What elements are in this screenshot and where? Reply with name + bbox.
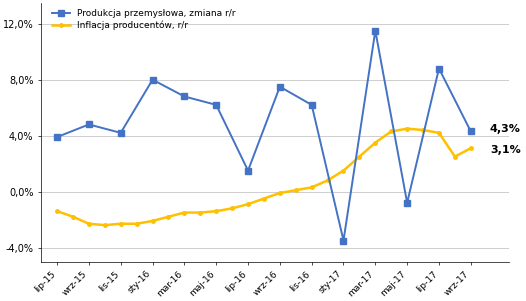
Inflacja producentów, r/r (388, 130, 394, 133)
Produkcja przemysłowa, zmiana r/r (181, 95, 188, 98)
Inflacja producentów, r/r (420, 128, 426, 132)
Inflacja producentów, r/r (149, 219, 156, 223)
Inflacja producentów, r/r (325, 178, 331, 182)
Inflacja producentów, r/r (404, 127, 410, 130)
Inflacja producentów, r/r (70, 215, 76, 219)
Inflacja producentów, r/r (372, 141, 379, 144)
Inflacja producentów, r/r (292, 188, 299, 192)
Produkcja przemysłowa, zmiana r/r (277, 85, 283, 88)
Inflacja producentów, r/r (118, 222, 124, 225)
Legend: Produkcja przemysłowa, zmiana r/r, Inflacja producentów, r/r: Produkcja przemysłowa, zmiana r/r, Infla… (50, 7, 238, 32)
Text: 4,3%: 4,3% (490, 124, 521, 134)
Produkcja przemysłowa, zmiana r/r (404, 201, 410, 205)
Line: Inflacja producentów, r/r: Inflacja producentów, r/r (55, 127, 472, 227)
Inflacja producentów, r/r (245, 202, 251, 206)
Produkcja przemysłowa, zmiana r/r (118, 131, 124, 135)
Text: 3,1%: 3,1% (490, 144, 521, 155)
Produkcja przemysłowa, zmiana r/r (340, 239, 347, 242)
Inflacja producentów, r/r (181, 211, 188, 214)
Produkcja przemysłowa, zmiana r/r (468, 130, 474, 133)
Inflacja producentów, r/r (309, 186, 315, 189)
Inflacja producentów, r/r (356, 155, 362, 158)
Inflacja producentów, r/r (197, 211, 204, 214)
Produkcja przemysłowa, zmiana r/r (245, 169, 251, 172)
Inflacja producentów, r/r (134, 222, 140, 225)
Inflacja producentów, r/r (261, 197, 267, 200)
Produkcja przemysłowa, zmiana r/r (309, 103, 315, 107)
Inflacja producentów, r/r (468, 146, 474, 150)
Produkcja przemysłowa, zmiana r/r (149, 78, 156, 82)
Produkcja przemysłowa, zmiana r/r (436, 67, 442, 70)
Inflacja producentów, r/r (86, 222, 92, 225)
Produkcja przemysłowa, zmiana r/r (213, 103, 219, 107)
Inflacja producentów, r/r (165, 215, 171, 219)
Inflacja producentów, r/r (340, 169, 347, 172)
Produkcja przemysłowa, zmiana r/r (86, 123, 92, 126)
Inflacja producentów, r/r (277, 191, 283, 195)
Inflacja producentów, r/r (229, 206, 235, 210)
Produkcja przemysłowa, zmiana r/r (372, 29, 379, 33)
Inflacja producentów, r/r (452, 155, 458, 158)
Inflacja producentów, r/r (213, 209, 219, 213)
Produkcja przemysłowa, zmiana r/r (54, 135, 60, 139)
Inflacja producentów, r/r (436, 131, 442, 135)
Line: Produkcja przemysłowa, zmiana r/r: Produkcja przemysłowa, zmiana r/r (54, 28, 473, 243)
Inflacja producentów, r/r (102, 223, 108, 227)
Inflacja producentów, r/r (54, 209, 60, 213)
